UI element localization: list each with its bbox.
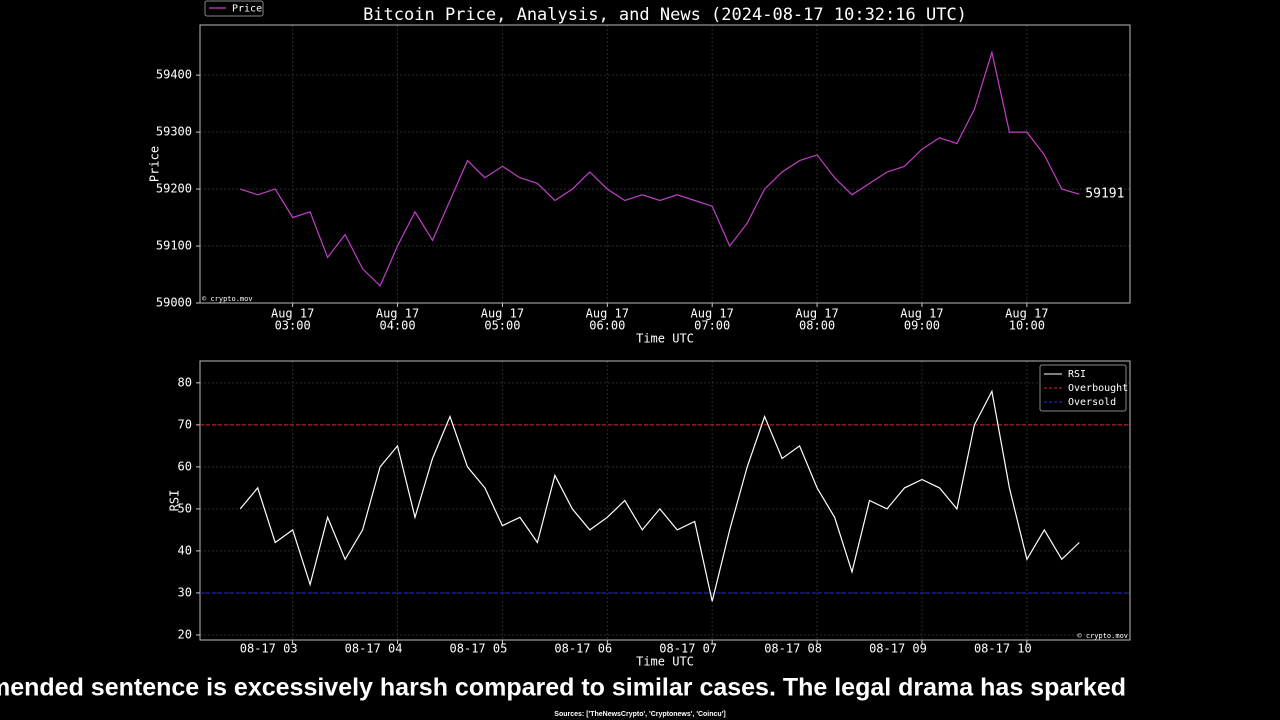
y-tick-label: 59400 xyxy=(156,68,192,82)
x-tick-label: Aug 17 xyxy=(795,307,838,321)
x-tick-label: 08-17 03 xyxy=(240,642,298,656)
watermark: © crypto.mov xyxy=(202,295,253,303)
y-tick-label: 59200 xyxy=(156,182,192,196)
x-tick-label: Aug 17 xyxy=(376,307,419,321)
x-axis-label: Time UTC xyxy=(636,332,694,346)
legend-label: Overbought xyxy=(1068,383,1128,394)
legend-label: RSI xyxy=(1068,369,1086,380)
x-tick-label: 08-17 10 xyxy=(974,642,1032,656)
x-axis-label: Time UTC xyxy=(636,655,694,669)
y-tick-label: 70 xyxy=(178,417,192,431)
x-tick-label: 07:00 xyxy=(694,319,730,333)
y-axis-label: RSI xyxy=(168,490,182,512)
x-tick-label: Aug 17 xyxy=(586,307,629,321)
legend-box xyxy=(1039,364,1127,412)
x-tick-label: 08-17 04 xyxy=(345,642,403,656)
x-tick-label: Aug 17 xyxy=(271,307,314,321)
x-tick-label: 08-17 08 xyxy=(764,642,822,656)
y-tick-label: 60 xyxy=(178,459,192,473)
y-tick-label: 30 xyxy=(178,585,192,599)
x-tick-label: 08-17 07 xyxy=(659,642,717,656)
watermark: © crypto.mov xyxy=(1077,632,1128,640)
y-tick-label: 20 xyxy=(178,627,192,641)
x-tick-label: 08:00 xyxy=(799,319,835,333)
y-tick-label: 80 xyxy=(178,375,192,389)
legend-label: Price xyxy=(232,4,262,15)
x-tick-label: Aug 17 xyxy=(481,307,524,321)
x-tick-label: 05:00 xyxy=(484,319,520,333)
chart-title: Bitcoin Price, Analysis, and News (2024-… xyxy=(363,5,967,25)
data-line xyxy=(240,49,1080,287)
sources: Sources: ['TheNewsCrypto', 'Cryptonews',… xyxy=(554,711,725,718)
x-tick-label: 08-17 06 xyxy=(554,642,612,656)
y-tick-label: 59000 xyxy=(156,296,192,310)
x-tick-label: 10:00 xyxy=(1009,319,1045,333)
y-tick-label: 59100 xyxy=(156,239,192,253)
x-tick-label: Aug 17 xyxy=(900,307,943,321)
news-ticker: mended sentence is excessively harsh com… xyxy=(0,674,1126,702)
x-tick-label: 04:00 xyxy=(379,319,415,333)
last-value-label: 59191 xyxy=(1085,187,1124,202)
legend-box xyxy=(204,0,264,17)
legend-label: Oversold xyxy=(1068,397,1116,408)
x-tick-label: 08-17 09 xyxy=(869,642,927,656)
y-tick-label: 40 xyxy=(178,543,192,557)
y-tick-label: 59300 xyxy=(156,125,192,139)
y-axis-label: Price xyxy=(148,146,162,182)
x-tick-label: 03:00 xyxy=(275,319,311,333)
x-tick-label: Aug 17 xyxy=(691,307,734,321)
data-line xyxy=(239,389,1080,602)
y-tick-label: 50 xyxy=(178,501,192,515)
x-tick-label: 08-17 05 xyxy=(450,642,508,656)
x-tick-label: 06:00 xyxy=(589,319,625,333)
x-tick-label: Aug 17 xyxy=(1005,307,1048,321)
plot-frame xyxy=(199,24,1131,304)
plot-frame xyxy=(199,360,1131,641)
x-tick-label: 09:00 xyxy=(904,319,940,333)
